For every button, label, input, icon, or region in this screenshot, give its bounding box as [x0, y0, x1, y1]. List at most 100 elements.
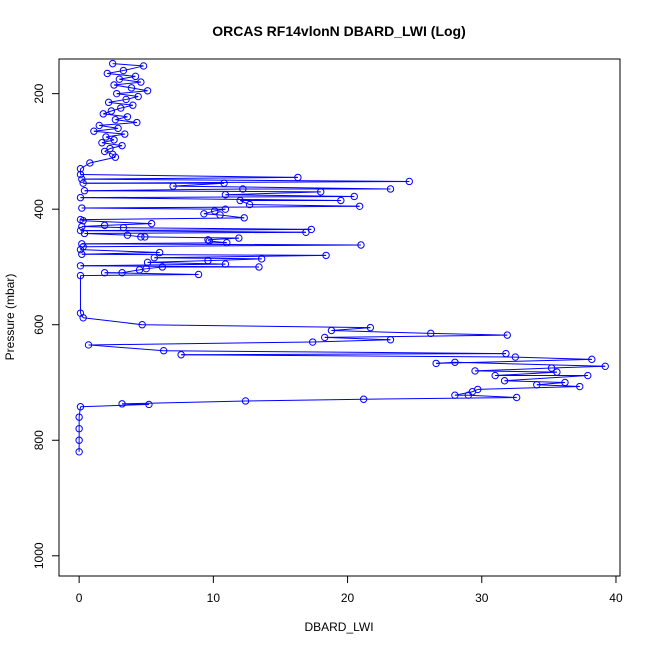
data-point	[155, 248, 164, 257]
series-segment	[81, 226, 124, 229]
series-segment	[81, 207, 226, 210]
series-segment	[93, 130, 125, 135]
series-segment	[81, 253, 327, 256]
data-point	[239, 185, 247, 193]
data-point	[103, 69, 112, 78]
data-point	[78, 204, 86, 212]
data-point	[512, 393, 521, 402]
series-segment	[147, 260, 208, 263]
data-point	[76, 170, 85, 179]
series-segment	[173, 182, 225, 187]
data-point	[135, 266, 144, 274]
data-point	[76, 403, 85, 411]
series-segment	[104, 150, 113, 155]
series-segment	[108, 101, 133, 106]
series-segment	[203, 213, 221, 216]
series-segment	[504, 380, 565, 383]
data-point	[118, 400, 126, 408]
data-point	[137, 78, 145, 86]
data-point	[121, 130, 129, 138]
series-segment	[142, 324, 371, 329]
data-point	[78, 175, 86, 183]
plot-frame	[58, 58, 621, 577]
series-segment	[80, 249, 160, 254]
series-segment	[475, 367, 552, 372]
x-axis: 0 10 20 30 40	[76, 575, 623, 605]
data-point	[464, 391, 473, 399]
data-point	[200, 210, 208, 218]
series-segment	[245, 398, 364, 402]
data-point	[86, 159, 94, 167]
data-point	[78, 250, 86, 258]
data-point	[79, 314, 87, 322]
data-point	[99, 110, 107, 118]
data-point	[158, 263, 167, 271]
data-point	[123, 231, 132, 239]
data-point	[427, 329, 435, 338]
data-point	[220, 179, 228, 187]
y-tick-label: 1000	[32, 542, 46, 569]
series-segment	[120, 104, 133, 109]
data-point	[601, 362, 609, 371]
data-point	[257, 255, 266, 263]
series-segment	[331, 327, 371, 331]
data-point	[123, 113, 132, 121]
data-point	[75, 436, 83, 444]
y-axis-label: Pressure (mbar)	[3, 274, 17, 361]
series-segment	[163, 350, 506, 355]
data-point	[122, 95, 130, 104]
series-segment	[475, 370, 557, 373]
series-segment	[122, 400, 246, 405]
data-point	[194, 270, 203, 279]
data-point	[204, 256, 212, 265]
chart-title: ORCAS RF14vlonN DBARD_LWI (Log)	[212, 23, 466, 39]
data-point	[111, 115, 120, 124]
series-segment	[104, 223, 152, 226]
data-point	[386, 185, 395, 193]
data-point	[491, 371, 499, 380]
series-segment	[101, 139, 115, 144]
data-point	[221, 191, 230, 199]
data-point	[322, 251, 330, 260]
series-segment	[116, 90, 148, 95]
series-segment	[207, 239, 210, 242]
data-point	[553, 368, 561, 376]
data-point	[308, 338, 317, 346]
data-point	[98, 139, 106, 147]
y-tick-label: 800	[32, 430, 46, 450]
series-layer	[75, 59, 609, 456]
series-segment	[80, 403, 149, 408]
data-point	[127, 84, 136, 92]
data-point	[76, 193, 85, 202]
data-point	[111, 153, 120, 161]
x-tick-label: 20	[341, 591, 355, 605]
data-point	[76, 262, 85, 270]
data-point	[235, 234, 243, 242]
data-point	[80, 187, 89, 195]
series-segment	[83, 244, 361, 248]
series-segment	[154, 257, 262, 260]
data-point	[134, 92, 142, 101]
data-point	[133, 118, 141, 127]
data-point	[119, 66, 128, 75]
data-point	[129, 101, 137, 109]
data-point	[75, 424, 83, 433]
series-segment	[331, 329, 431, 334]
x-tick-label: 40	[609, 591, 623, 605]
data-point	[561, 378, 569, 387]
series-segment	[103, 110, 112, 115]
series-segment	[80, 312, 84, 319]
data-point	[221, 205, 230, 213]
series-segment	[207, 237, 239, 241]
data-point	[350, 192, 358, 201]
series-segment	[144, 236, 239, 239]
series-segment	[112, 63, 144, 67]
series-segment	[81, 176, 298, 180]
series-segment	[363, 397, 517, 400]
data-point	[114, 124, 122, 133]
series-segment	[495, 371, 557, 377]
data-point	[80, 229, 89, 238]
data-point	[245, 200, 254, 209]
series-segment	[203, 210, 215, 215]
data-point	[143, 87, 152, 95]
